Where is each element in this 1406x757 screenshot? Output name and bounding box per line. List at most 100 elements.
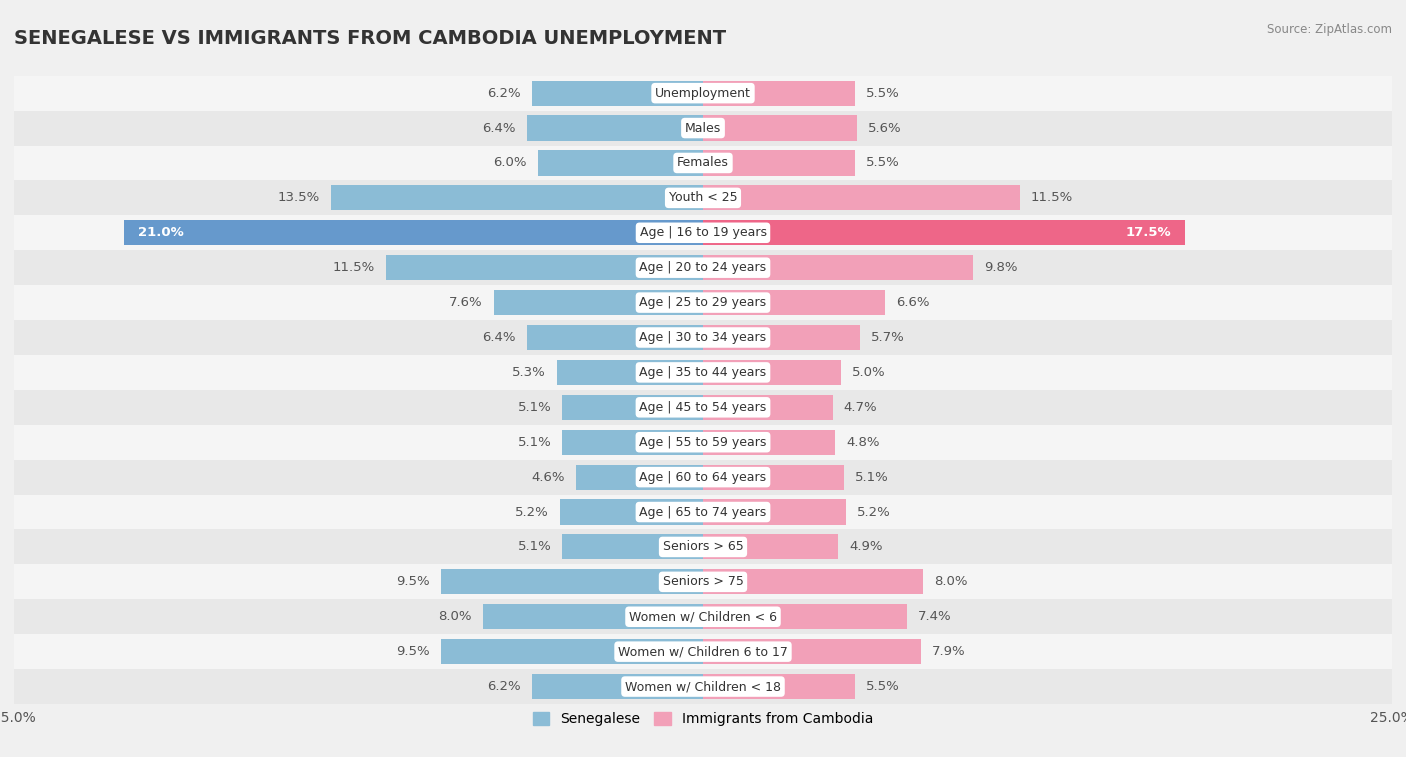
Text: Source: ZipAtlas.com: Source: ZipAtlas.com <box>1267 23 1392 36</box>
Bar <box>703 674 855 699</box>
Text: Women w/ Children 6 to 17: Women w/ Children 6 to 17 <box>619 645 787 658</box>
Bar <box>14 494 1392 529</box>
Bar <box>482 604 703 629</box>
Text: 5.5%: 5.5% <box>866 680 900 693</box>
Bar <box>14 459 1392 494</box>
Bar <box>14 285 1392 320</box>
Bar <box>703 394 832 420</box>
Text: 5.3%: 5.3% <box>512 366 546 379</box>
Bar <box>576 465 703 490</box>
Bar <box>14 425 1392 459</box>
Bar <box>14 634 1392 669</box>
Bar <box>531 674 703 699</box>
Bar <box>562 430 703 455</box>
Text: Age | 55 to 59 years: Age | 55 to 59 years <box>640 436 766 449</box>
Text: Seniors > 75: Seniors > 75 <box>662 575 744 588</box>
Bar <box>703 639 921 664</box>
Text: 5.1%: 5.1% <box>517 436 551 449</box>
Bar <box>703 116 858 141</box>
Text: Seniors > 65: Seniors > 65 <box>662 540 744 553</box>
Text: 7.6%: 7.6% <box>449 296 482 309</box>
Text: 13.5%: 13.5% <box>278 192 321 204</box>
Bar <box>527 325 703 350</box>
Text: Youth < 25: Youth < 25 <box>669 192 737 204</box>
Bar <box>703 185 1019 210</box>
Text: 5.1%: 5.1% <box>517 400 551 414</box>
Text: Women w/ Children < 18: Women w/ Children < 18 <box>626 680 780 693</box>
Text: 11.5%: 11.5% <box>333 261 375 274</box>
Bar <box>124 220 703 245</box>
Text: 9.5%: 9.5% <box>396 645 430 658</box>
Bar <box>703 360 841 385</box>
Text: Unemployment: Unemployment <box>655 86 751 100</box>
Text: 4.6%: 4.6% <box>531 471 565 484</box>
Bar <box>14 390 1392 425</box>
Text: 5.0%: 5.0% <box>852 366 886 379</box>
Text: 6.2%: 6.2% <box>488 86 522 100</box>
Text: 6.4%: 6.4% <box>482 331 516 344</box>
Text: 6.2%: 6.2% <box>488 680 522 693</box>
Bar <box>531 80 703 106</box>
Text: Age | 30 to 34 years: Age | 30 to 34 years <box>640 331 766 344</box>
Bar <box>703 290 884 315</box>
Bar <box>14 215 1392 251</box>
Text: 6.6%: 6.6% <box>896 296 929 309</box>
Text: Females: Females <box>678 157 728 170</box>
Bar <box>441 569 703 594</box>
Bar <box>537 151 703 176</box>
Text: Women w/ Children < 6: Women w/ Children < 6 <box>628 610 778 623</box>
Text: Males: Males <box>685 122 721 135</box>
Text: Age | 20 to 24 years: Age | 20 to 24 years <box>640 261 766 274</box>
Bar <box>14 355 1392 390</box>
Bar <box>562 394 703 420</box>
Text: Age | 35 to 44 years: Age | 35 to 44 years <box>640 366 766 379</box>
Bar <box>703 255 973 280</box>
Bar <box>14 251 1392 285</box>
Bar <box>494 290 703 315</box>
Text: Age | 16 to 19 years: Age | 16 to 19 years <box>640 226 766 239</box>
Text: 5.2%: 5.2% <box>858 506 891 519</box>
Bar <box>527 116 703 141</box>
Bar <box>703 325 860 350</box>
Bar <box>703 534 838 559</box>
Text: 4.9%: 4.9% <box>849 540 883 553</box>
Legend: Senegalese, Immigrants from Cambodia: Senegalese, Immigrants from Cambodia <box>527 706 879 731</box>
Bar <box>562 534 703 559</box>
Text: 5.5%: 5.5% <box>866 157 900 170</box>
Text: Age | 25 to 29 years: Age | 25 to 29 years <box>640 296 766 309</box>
Bar <box>557 360 703 385</box>
Bar <box>703 220 1185 245</box>
Bar <box>330 185 703 210</box>
Text: 11.5%: 11.5% <box>1031 192 1073 204</box>
Text: 6.4%: 6.4% <box>482 122 516 135</box>
Text: 4.8%: 4.8% <box>846 436 880 449</box>
Text: 9.8%: 9.8% <box>984 261 1018 274</box>
Bar <box>14 145 1392 180</box>
Bar <box>14 180 1392 215</box>
Text: Age | 60 to 64 years: Age | 60 to 64 years <box>640 471 766 484</box>
Text: SENEGALESE VS IMMIGRANTS FROM CAMBODIA UNEMPLOYMENT: SENEGALESE VS IMMIGRANTS FROM CAMBODIA U… <box>14 29 725 48</box>
Text: 5.6%: 5.6% <box>869 122 903 135</box>
Text: 17.5%: 17.5% <box>1126 226 1171 239</box>
Text: 21.0%: 21.0% <box>138 226 184 239</box>
Bar <box>703 604 907 629</box>
Text: 5.7%: 5.7% <box>872 331 905 344</box>
Bar <box>703 465 844 490</box>
Text: 8.0%: 8.0% <box>935 575 967 588</box>
Bar <box>703 569 924 594</box>
Bar <box>14 529 1392 565</box>
Text: 5.5%: 5.5% <box>866 86 900 100</box>
Text: 7.9%: 7.9% <box>932 645 966 658</box>
Bar <box>703 500 846 525</box>
Bar <box>387 255 703 280</box>
Bar <box>560 500 703 525</box>
Bar <box>14 565 1392 600</box>
Text: Age | 45 to 54 years: Age | 45 to 54 years <box>640 400 766 414</box>
Text: 9.5%: 9.5% <box>396 575 430 588</box>
Bar <box>703 80 855 106</box>
Text: 7.4%: 7.4% <box>918 610 952 623</box>
Text: 6.0%: 6.0% <box>494 157 527 170</box>
Bar <box>703 430 835 455</box>
Text: 8.0%: 8.0% <box>439 610 471 623</box>
Bar <box>14 600 1392 634</box>
